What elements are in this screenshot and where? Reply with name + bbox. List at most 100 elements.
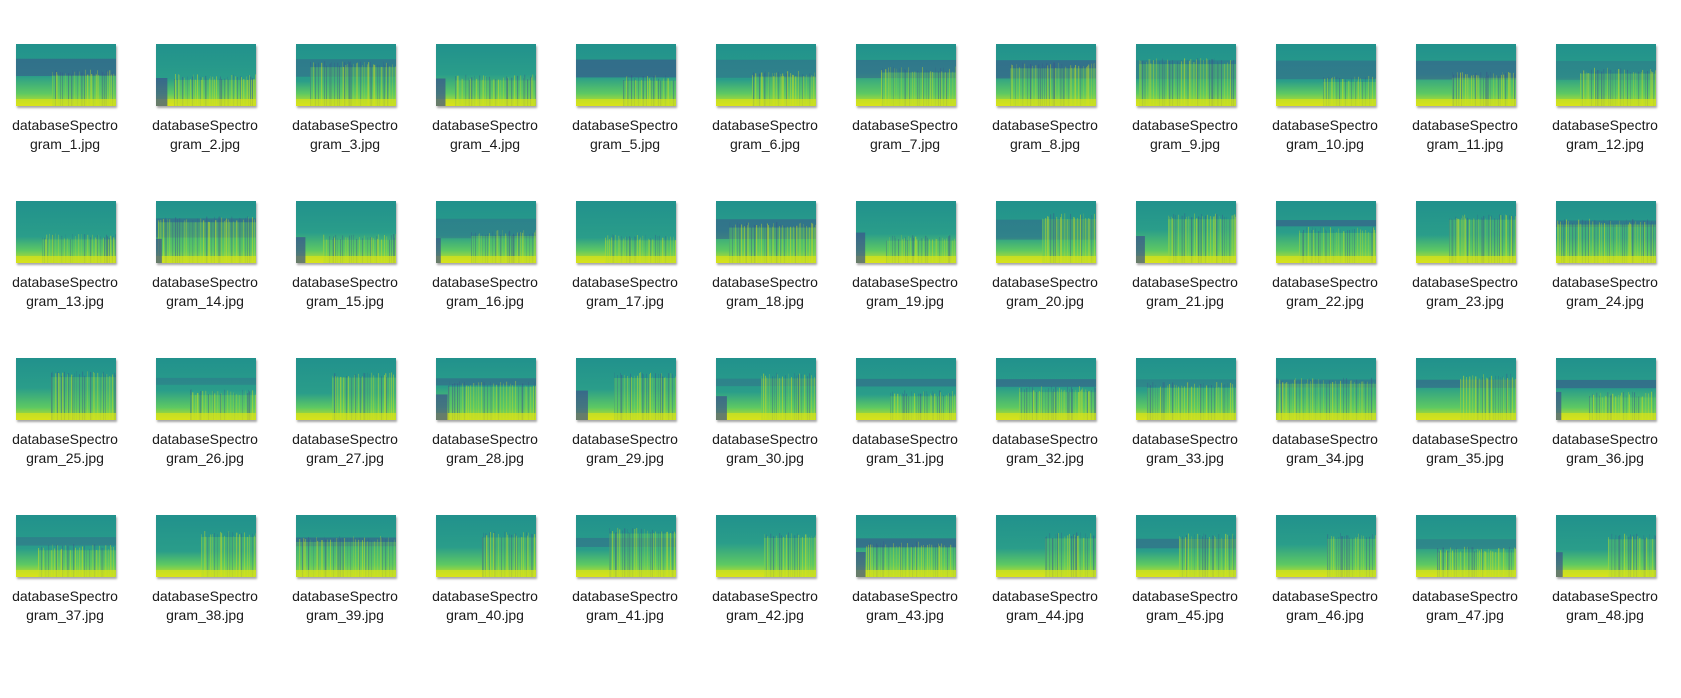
- file-name-label[interactable]: databaseSpectro gram_12.jpg: [1544, 116, 1666, 153]
- file-item[interactable]: databaseSpectro gram_36.jpg: [1544, 358, 1666, 488]
- spectrogram-thumbnail-icon[interactable]: [1416, 358, 1516, 420]
- spectrogram-thumbnail-icon[interactable]: [1416, 44, 1516, 106]
- spectrogram-thumbnail-icon[interactable]: [1276, 515, 1376, 577]
- spectrogram-thumbnail-icon[interactable]: [1136, 358, 1236, 420]
- spectrogram-thumbnail-icon[interactable]: [156, 201, 256, 263]
- file-item[interactable]: databaseSpectro gram_20.jpg: [984, 201, 1106, 331]
- file-name-label[interactable]: databaseSpectro gram_41.jpg: [564, 587, 686, 624]
- file-item[interactable]: databaseSpectro gram_6.jpg: [704, 44, 826, 174]
- spectrogram-thumbnail-icon[interactable]: [856, 44, 956, 106]
- file-name-label[interactable]: databaseSpectro gram_43.jpg: [844, 587, 966, 624]
- file-name-label[interactable]: databaseSpectro gram_3.jpg: [284, 116, 406, 153]
- file-item[interactable]: databaseSpectro gram_13.jpg: [4, 201, 126, 331]
- file-item[interactable]: databaseSpectro gram_31.jpg: [844, 358, 966, 488]
- file-item[interactable]: databaseSpectro gram_41.jpg: [564, 515, 686, 645]
- spectrogram-thumbnail-icon[interactable]: [996, 201, 1096, 263]
- file-item[interactable]: databaseSpectro gram_45.jpg: [1124, 515, 1246, 645]
- file-item[interactable]: databaseSpectro gram_46.jpg: [1264, 515, 1386, 645]
- file-item[interactable]: databaseSpectro gram_30.jpg: [704, 358, 826, 488]
- file-name-label[interactable]: databaseSpectro gram_48.jpg: [1544, 587, 1666, 624]
- file-name-label[interactable]: databaseSpectro gram_1.jpg: [4, 116, 126, 153]
- file-name-label[interactable]: databaseSpectro gram_13.jpg: [4, 273, 126, 310]
- file-item[interactable]: databaseSpectro gram_8.jpg: [984, 44, 1106, 174]
- file-item[interactable]: databaseSpectro gram_42.jpg: [704, 515, 826, 645]
- file-item[interactable]: databaseSpectro gram_4.jpg: [424, 44, 546, 174]
- spectrogram-thumbnail-icon[interactable]: [576, 358, 676, 420]
- file-item[interactable]: databaseSpectro gram_10.jpg: [1264, 44, 1386, 174]
- file-item[interactable]: databaseSpectro gram_14.jpg: [144, 201, 266, 331]
- spectrogram-thumbnail-icon[interactable]: [296, 201, 396, 263]
- spectrogram-thumbnail-icon[interactable]: [436, 358, 536, 420]
- spectrogram-thumbnail-icon[interactable]: [1556, 515, 1656, 577]
- file-item[interactable]: databaseSpectro gram_15.jpg: [284, 201, 406, 331]
- file-name-label[interactable]: databaseSpectro gram_34.jpg: [1264, 430, 1386, 467]
- file-item[interactable]: databaseSpectro gram_19.jpg: [844, 201, 966, 331]
- file-item[interactable]: databaseSpectro gram_3.jpg: [284, 44, 406, 174]
- file-name-label[interactable]: databaseSpectro gram_44.jpg: [984, 587, 1106, 624]
- spectrogram-thumbnail-icon[interactable]: [1556, 201, 1656, 263]
- file-item[interactable]: databaseSpectro gram_2.jpg: [144, 44, 266, 174]
- spectrogram-thumbnail-icon[interactable]: [1416, 201, 1516, 263]
- file-name-label[interactable]: databaseSpectro gram_24.jpg: [1544, 273, 1666, 310]
- file-item[interactable]: databaseSpectro gram_16.jpg: [424, 201, 546, 331]
- file-item[interactable]: databaseSpectro gram_12.jpg: [1544, 44, 1666, 174]
- file-item[interactable]: databaseSpectro gram_44.jpg: [984, 515, 1106, 645]
- spectrogram-thumbnail-icon[interactable]: [1276, 44, 1376, 106]
- spectrogram-thumbnail-icon[interactable]: [1416, 515, 1516, 577]
- file-name-label[interactable]: databaseSpectro gram_4.jpg: [424, 116, 546, 153]
- file-item[interactable]: databaseSpectro gram_47.jpg: [1404, 515, 1526, 645]
- file-item[interactable]: databaseSpectro gram_29.jpg: [564, 358, 686, 488]
- file-name-label[interactable]: databaseSpectro gram_14.jpg: [144, 273, 266, 310]
- file-name-label[interactable]: databaseSpectro gram_22.jpg: [1264, 273, 1386, 310]
- spectrogram-thumbnail-icon[interactable]: [1556, 358, 1656, 420]
- file-item[interactable]: databaseSpectro gram_11.jpg: [1404, 44, 1526, 174]
- file-name-label[interactable]: databaseSpectro gram_46.jpg: [1264, 587, 1386, 624]
- file-item[interactable]: databaseSpectro gram_35.jpg: [1404, 358, 1526, 488]
- file-name-label[interactable]: databaseSpectro gram_39.jpg: [284, 587, 406, 624]
- spectrogram-thumbnail-icon[interactable]: [856, 515, 956, 577]
- spectrogram-thumbnail-icon[interactable]: [716, 515, 816, 577]
- file-item[interactable]: databaseSpectro gram_32.jpg: [984, 358, 1106, 488]
- file-item[interactable]: databaseSpectro gram_22.jpg: [1264, 201, 1386, 331]
- spectrogram-thumbnail-icon[interactable]: [996, 44, 1096, 106]
- spectrogram-thumbnail-icon[interactable]: [296, 358, 396, 420]
- file-item[interactable]: databaseSpectro gram_9.jpg: [1124, 44, 1246, 174]
- file-item[interactable]: databaseSpectro gram_27.jpg: [284, 358, 406, 488]
- spectrogram-thumbnail-icon[interactable]: [156, 515, 256, 577]
- spectrogram-thumbnail-icon[interactable]: [576, 515, 676, 577]
- file-name-label[interactable]: databaseSpectro gram_31.jpg: [844, 430, 966, 467]
- file-name-label[interactable]: databaseSpectro gram_30.jpg: [704, 430, 826, 467]
- file-name-label[interactable]: databaseSpectro gram_20.jpg: [984, 273, 1106, 310]
- file-item[interactable]: databaseSpectro gram_17.jpg: [564, 201, 686, 331]
- file-name-label[interactable]: databaseSpectro gram_28.jpg: [424, 430, 546, 467]
- file-item[interactable]: databaseSpectro gram_23.jpg: [1404, 201, 1526, 331]
- file-item[interactable]: databaseSpectro gram_34.jpg: [1264, 358, 1386, 488]
- file-name-label[interactable]: databaseSpectro gram_11.jpg: [1404, 116, 1526, 153]
- file-item[interactable]: databaseSpectro gram_24.jpg: [1544, 201, 1666, 331]
- file-item[interactable]: databaseSpectro gram_1.jpg: [4, 44, 126, 174]
- spectrogram-thumbnail-icon[interactable]: [16, 515, 116, 577]
- file-item[interactable]: databaseSpectro gram_48.jpg: [1544, 515, 1666, 645]
- file-name-label[interactable]: databaseSpectro gram_5.jpg: [564, 116, 686, 153]
- spectrogram-thumbnail-icon[interactable]: [156, 358, 256, 420]
- file-name-label[interactable]: databaseSpectro gram_8.jpg: [984, 116, 1106, 153]
- file-name-label[interactable]: databaseSpectro gram_40.jpg: [424, 587, 546, 624]
- file-name-label[interactable]: databaseSpectro gram_15.jpg: [284, 273, 406, 310]
- spectrogram-thumbnail-icon[interactable]: [16, 358, 116, 420]
- file-item[interactable]: databaseSpectro gram_25.jpg: [4, 358, 126, 488]
- spectrogram-thumbnail-icon[interactable]: [16, 201, 116, 263]
- file-name-label[interactable]: databaseSpectro gram_26.jpg: [144, 430, 266, 467]
- file-name-label[interactable]: databaseSpectro gram_27.jpg: [284, 430, 406, 467]
- file-name-label[interactable]: databaseSpectro gram_45.jpg: [1124, 587, 1246, 624]
- file-name-label[interactable]: databaseSpectro gram_36.jpg: [1544, 430, 1666, 467]
- spectrogram-thumbnail-icon[interactable]: [1556, 44, 1656, 106]
- file-name-label[interactable]: databaseSpectro gram_35.jpg: [1404, 430, 1526, 467]
- spectrogram-thumbnail-icon[interactable]: [716, 358, 816, 420]
- file-name-label[interactable]: databaseSpectro gram_9.jpg: [1124, 116, 1246, 153]
- file-name-label[interactable]: databaseSpectro gram_17.jpg: [564, 273, 686, 310]
- file-name-label[interactable]: databaseSpectro gram_25.jpg: [4, 430, 126, 467]
- file-item[interactable]: databaseSpectro gram_18.jpg: [704, 201, 826, 331]
- spectrogram-thumbnail-icon[interactable]: [296, 515, 396, 577]
- file-name-label[interactable]: databaseSpectro gram_10.jpg: [1264, 116, 1386, 153]
- file-name-label[interactable]: databaseSpectro gram_32.jpg: [984, 430, 1106, 467]
